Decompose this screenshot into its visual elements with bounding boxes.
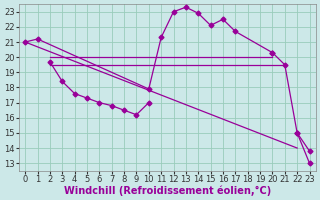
X-axis label: Windchill (Refroidissement éolien,°C): Windchill (Refroidissement éolien,°C) xyxy=(64,185,271,196)
